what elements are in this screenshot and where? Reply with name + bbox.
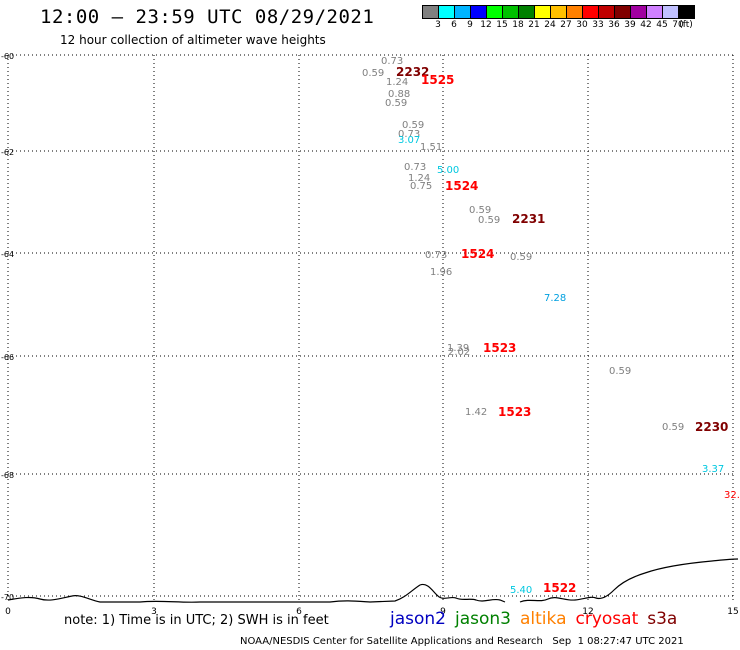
time-axis-labels: 0 3 6 9 12 15: [5, 607, 739, 617]
observation-label: 1.24: [386, 77, 408, 88]
time-axis-label: 6: [296, 607, 302, 617]
observation-label: 3.37: [702, 464, 724, 475]
credit-line: NOAA/NESDIS Center for Satellite Applica…: [240, 636, 684, 647]
map-title: 12:00 – 23:59 UTC 08/29/2021: [40, 6, 375, 28]
observation-label: 1524: [445, 179, 478, 193]
observation-label: 1525: [421, 73, 454, 87]
time-axis-label: 3: [151, 607, 157, 617]
scale-tick-label: 45: [656, 20, 668, 30]
satellite-mission-legend: jason2 jason3 altika cryosat s3a: [390, 609, 686, 629]
latitude-labels: -60 -62 -64 -66 -68 -70: [1, 52, 14, 602]
color-swatch-row: [422, 5, 695, 19]
scale-tick-label: 36: [608, 20, 620, 30]
observation-label: 0.75: [410, 181, 432, 192]
scale-tick-label: 30: [576, 20, 588, 30]
scale-tick-label: 27: [560, 20, 572, 30]
time-axis-label: 12: [582, 607, 593, 617]
observation-label: 0.73: [404, 162, 426, 173]
wave-height-color-scale: 3 6 9 12 15 18 21 24 27 30 33 36 39 42 45 70 (ft): [422, 5, 695, 31]
observation-label: 0.73: [398, 129, 420, 140]
scale-tick-label: 15: [496, 20, 508, 30]
observation-label: 0.59: [662, 422, 684, 433]
mission-jason3: jason3: [455, 609, 511, 629]
observation-label: 32.: [724, 490, 740, 501]
observation-label: 0.59: [478, 215, 500, 226]
observation-label: 5.40: [510, 585, 532, 596]
map-subtitle: 12 hour collection of altimeter wave hei…: [60, 33, 326, 47]
latitude-label: -70: [1, 593, 14, 602]
observation-label: 0.73: [381, 56, 403, 67]
scale-tick-label: 39: [624, 20, 636, 30]
time-axis-label: 15: [727, 607, 738, 617]
observation-label: 1523: [483, 341, 516, 355]
color-swatch: [678, 5, 695, 19]
lat-lon-grid: [7, 54, 734, 603]
observation-label: 1.42: [465, 407, 487, 418]
observation-label: 1524: [461, 247, 494, 261]
observation-label: 0.88: [388, 89, 410, 100]
latitude-label: -60: [1, 52, 14, 61]
observation-label: 0.59: [402, 120, 424, 131]
scale-tick-label: 42: [640, 20, 652, 30]
observation-label: 0.59: [609, 366, 631, 377]
scale-tick-label: 9: [467, 20, 473, 30]
observation-label: 0.59: [362, 68, 384, 79]
scale-tick-label: (ft): [679, 20, 693, 30]
scale-tick-label: 18: [512, 20, 524, 30]
observation-label: 1.51: [420, 142, 442, 153]
observation-label: 1.24: [408, 173, 430, 184]
coastline-left: [7, 583, 506, 603]
observation-label: 1.39: [447, 343, 469, 354]
units-note: note: 1) Time is in UTC; 2) SWH is in fe…: [64, 613, 329, 628]
scale-tick-label: 70: [672, 20, 684, 30]
observation-label: 2232: [396, 65, 429, 79]
scale-tick-label: 3: [435, 20, 441, 30]
observation-label: 2231: [512, 212, 545, 226]
mission-altika: altika: [520, 609, 567, 629]
mission-cryosat: cryosat: [575, 609, 639, 629]
observation-label: 1522: [543, 581, 576, 595]
observation-label: 7.28: [544, 293, 566, 304]
observation-label: 1523: [498, 405, 531, 419]
time-axis-label: 9: [440, 607, 446, 617]
observation-label: 2230: [695, 420, 728, 434]
mission-jason2: jason2: [390, 609, 446, 629]
observation-label: 0.73: [425, 250, 447, 261]
mission-s3a: s3a: [647, 609, 678, 629]
latitude-label: -66: [1, 353, 14, 362]
scale-tick-label: 24: [544, 20, 556, 30]
time-axis-label: 0: [5, 607, 11, 617]
observation-label: 0.59: [385, 98, 407, 109]
scale-tick-labels: 3 6 9 12 15 18 21 24 27 30 33 36 39 42 45 70 (ft): [422, 19, 694, 31]
latitude-label: -62: [1, 148, 14, 157]
coastline-right: [519, 558, 739, 603]
scale-tick-label: 33: [592, 20, 604, 30]
scale-tick-label: 6: [451, 20, 457, 30]
observation-label: 3.07: [398, 135, 420, 146]
observation-label: 1.96: [430, 267, 452, 278]
observation-label: 0.59: [469, 205, 491, 216]
scale-tick-label: 12: [480, 20, 492, 30]
scale-tick-label: 21: [528, 20, 540, 30]
latitude-label: -68: [1, 471, 14, 480]
observation-label: 5.00: [437, 165, 459, 176]
latitude-label: -64: [1, 250, 14, 259]
observation-label: 2.02: [448, 347, 470, 358]
observation-label: 0.59: [510, 252, 532, 263]
